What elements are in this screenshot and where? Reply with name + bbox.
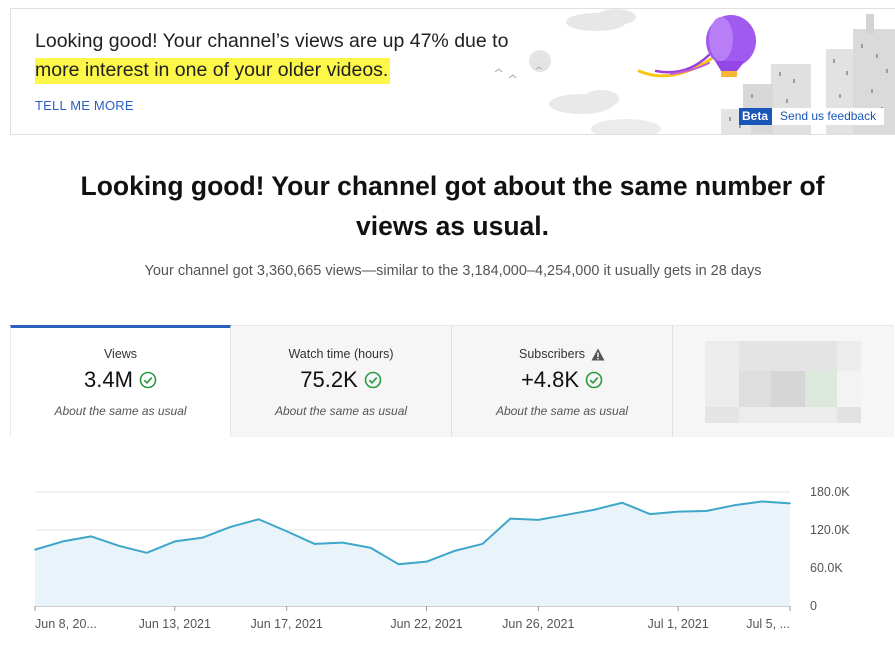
data-point	[425, 560, 428, 563]
x-tick-label: Jun 17, 2021	[251, 617, 323, 631]
insight-message: Looking good! Your channel’s views are u…	[35, 27, 555, 85]
tab-value: +4.8K	[452, 367, 672, 393]
data-point	[174, 540, 176, 543]
check-icon	[585, 371, 603, 389]
tab-title: Subscribers	[452, 347, 672, 361]
views-summary: Your channel got 3,360,665 views—similar…	[144, 263, 762, 279]
tab-subtext: About the same as usual	[274, 404, 408, 418]
data-point	[34, 548, 36, 551]
data-point	[341, 541, 344, 544]
check-icon	[139, 371, 157, 389]
views-chart: Jun 8, 20... Jun 13, 2021 Jun 17, 2021 Jun …	[34, 485, 850, 631]
insight-highlight: more interest in one of your older video…	[35, 58, 391, 84]
metric-tabs: Views 3.4M About the same as usual Watch…	[10, 325, 895, 437]
data-point	[593, 508, 596, 511]
x-tick-label: Jun 22, 2021	[390, 617, 462, 631]
send-feedback-link[interactable]: Send us feedback	[772, 108, 885, 125]
tab-value: 3.4M	[11, 367, 230, 393]
y-tick-label: 0	[810, 599, 817, 613]
views-series-line	[34, 500, 791, 566]
data-point	[509, 517, 512, 520]
data-point	[90, 535, 92, 538]
beta-badge: Beta	[739, 108, 773, 125]
tab-title-text: Subscribers	[519, 347, 585, 361]
x-tick-label: Jul 5, ...	[746, 617, 790, 631]
views-area	[35, 501, 790, 606]
y-tick-label: 120.0K	[810, 523, 850, 537]
y-tick-label: 60.0K	[810, 561, 843, 575]
data-point	[761, 500, 763, 503]
tab-subtext: About the same as usual	[495, 404, 629, 418]
data-point	[118, 545, 120, 547]
data-point	[397, 563, 400, 565]
tab-title-text: Watch time (hours)	[288, 347, 394, 361]
data-point	[62, 540, 64, 543]
data-point	[621, 501, 624, 504]
data-point	[649, 513, 651, 515]
data-point	[229, 526, 232, 528]
data-point	[705, 510, 707, 512]
data-point	[285, 530, 288, 533]
tab-value-text: 3.4M	[84, 367, 133, 392]
data-point	[565, 514, 568, 516]
warning-icon	[591, 348, 605, 360]
x-tick-label: Jul 1, 2021	[648, 617, 709, 631]
tab-views[interactable]: Views 3.4M About the same as usual	[10, 325, 231, 437]
tab-value-text: +4.8K	[520, 367, 580, 392]
tab-title: Watch time (hours)	[231, 347, 451, 361]
insight-text: Looking good! Your channel’s views are u…	[35, 30, 509, 52]
data-point	[257, 518, 260, 521]
data-point	[369, 546, 372, 549]
y-tick-label: 180.0K	[810, 485, 850, 499]
data-point	[481, 543, 484, 545]
data-point	[789, 502, 791, 505]
tab-title: Views	[11, 347, 230, 361]
tab-value-text: 75.2K	[300, 367, 358, 392]
data-point	[537, 519, 540, 521]
beta-feedback: Beta Send us feedback	[739, 108, 885, 125]
blurred-placeholder	[705, 341, 861, 423]
tab-watch-time[interactable]: Watch time (hours) 75.2K About the same …	[231, 325, 452, 437]
data-point	[453, 550, 456, 552]
x-tick-label: Jun 26, 2021	[502, 617, 574, 631]
tab-subscribers[interactable]: Subscribers +4.8K About the same as usua…	[452, 325, 673, 437]
tab-title-text: Views	[103, 347, 138, 361]
data-point	[677, 510, 679, 513]
x-tick-label: Jun 13, 2021	[139, 617, 211, 631]
data-point	[146, 552, 148, 554]
tell-me-more-link[interactable]: TELL ME MORE	[35, 98, 134, 113]
insight-card: Looking good! Your channel’s views are u…	[10, 8, 895, 135]
tab-value: 75.2K	[231, 367, 451, 393]
tab-blurred[interactable]	[673, 325, 894, 437]
x-tick-label: Jun 8, 20...	[35, 617, 97, 631]
data-point	[313, 543, 316, 545]
tab-subtext: About the same as usual	[54, 404, 187, 418]
data-point	[733, 504, 735, 507]
page-headline: Looking good! Your channel got about the…	[80, 171, 825, 241]
check-icon	[364, 371, 382, 389]
data-point	[201, 536, 204, 539]
